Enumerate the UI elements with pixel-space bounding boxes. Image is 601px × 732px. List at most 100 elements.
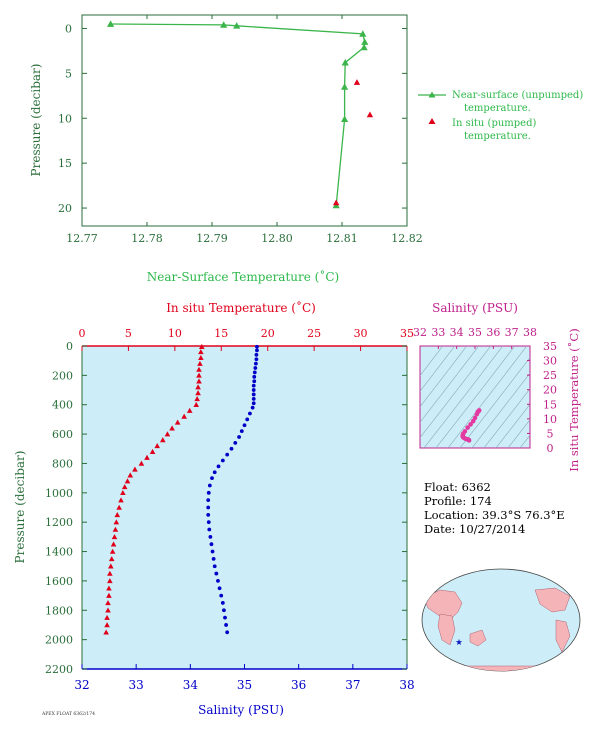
salinity-series <box>206 344 259 635</box>
temperature-point <box>107 578 113 584</box>
salinity-point <box>225 452 230 457</box>
salinity-point <box>251 392 256 397</box>
salinity-point <box>223 615 227 620</box>
temperature-point <box>164 431 171 437</box>
temperature-point <box>113 519 120 525</box>
in-situ-point <box>332 199 340 206</box>
temperature-point <box>186 407 193 413</box>
float-location-marker <box>455 638 463 645</box>
temperature-point <box>196 372 202 378</box>
temp-tick-label: 15 <box>214 327 228 340</box>
temperature-point <box>121 484 128 490</box>
salinity-point <box>254 357 259 362</box>
land-africa <box>437 613 456 646</box>
salinity-point <box>224 623 228 627</box>
salinity-point <box>255 348 259 353</box>
ts-points <box>460 408 482 443</box>
salinity-point <box>252 379 257 384</box>
ts-sal-tick-label: 36 <box>486 326 500 339</box>
salinity-point <box>252 370 257 375</box>
density-contour <box>420 346 444 377</box>
temperature-point <box>103 629 109 635</box>
salinity-point <box>207 527 212 532</box>
salinity-point <box>253 361 258 366</box>
density-contour <box>420 346 456 392</box>
location: Location: 39.3°S 76.3°E <box>424 508 565 522</box>
footer-text: APEX FLOAT 6362/174 <box>41 711 95 717</box>
land-australia <box>469 629 487 647</box>
pressure-tick-label: 0 <box>66 340 73 353</box>
temperature-point <box>138 460 145 466</box>
ts-temp-tick-label: 35 <box>543 340 557 353</box>
ts-sal-tick-label: 38 <box>523 326 537 339</box>
temperature-point <box>107 563 114 569</box>
temperature-point <box>110 541 117 547</box>
pressure-tick-label: 1200 <box>45 516 73 529</box>
ts-frame <box>419 345 531 449</box>
sal-tick-label: 33 <box>129 678 144 692</box>
temp-tick-label: 10 <box>168 327 182 340</box>
sal-tick-label: 32 <box>74 678 89 692</box>
salinity-point <box>206 498 211 503</box>
ts-point <box>465 425 470 430</box>
temperature-point <box>108 556 115 562</box>
x-tick-label: 12.77 <box>66 232 98 245</box>
salinity-point <box>210 476 214 481</box>
ts-temp-tick-label: 15 <box>543 398 557 411</box>
legend-triangle-red <box>428 118 436 124</box>
ts-point <box>474 411 480 417</box>
density-contour <box>471 372 530 448</box>
salinity-point <box>211 556 216 561</box>
salinity-point <box>212 564 217 569</box>
near-surface-point <box>107 20 115 27</box>
pressure-tick-label: 400 <box>52 399 73 412</box>
salinity-point <box>207 483 212 488</box>
ts-sal-tick-label: 37 <box>505 326 519 339</box>
salinity-point <box>206 512 211 517</box>
plot-frame <box>81 14 408 227</box>
density-contour <box>447 346 528 448</box>
legend-entry: temperature. <box>464 131 531 142</box>
density-contour <box>495 403 530 448</box>
temperature-point <box>159 437 166 443</box>
salinity-point <box>250 405 255 410</box>
salinity-point <box>251 383 256 388</box>
temp-tick-label: 20 <box>261 327 275 340</box>
density-contour <box>528 326 601 468</box>
temperature-point <box>195 384 201 390</box>
y-axis-label: Pressure (decibar) <box>13 451 27 564</box>
pressure-tick-label: 1400 <box>45 546 73 559</box>
top-x-axis-label: In situ Temperature (˚C) <box>166 300 316 315</box>
density-contour <box>483 388 530 448</box>
ts-temp-tick-label: 20 <box>543 384 557 397</box>
salinity-point <box>208 534 213 539</box>
sal-tick-label: 35 <box>237 678 252 692</box>
sal-tick-label: 37 <box>345 678 360 692</box>
salinity-point <box>248 411 252 416</box>
near-surface-point <box>341 115 349 123</box>
salinity-point <box>253 366 258 370</box>
near-surface-point <box>220 21 228 28</box>
ts-sal-tick-label: 34 <box>450 326 464 339</box>
temperature-point <box>109 548 116 554</box>
legend-triangle-green <box>428 91 436 98</box>
salinity-tick-labels: 32 33 34 35 36 37 38 <box>74 664 415 692</box>
salinity-point <box>251 396 256 401</box>
legend-entry: temperature. <box>464 103 531 114</box>
near-surface-point <box>341 58 349 66</box>
in-situ-point <box>353 79 361 85</box>
ts-sal-tick-label: 35 <box>468 326 482 339</box>
x-axis-label: Near-Surface Temperature (˚C) <box>147 269 339 284</box>
land-south-america <box>555 619 571 653</box>
temp-tick-label: 0 <box>79 327 86 340</box>
temperature-point <box>116 504 122 510</box>
pressure-tick-label: 2000 <box>45 634 73 647</box>
data-series <box>107 20 374 209</box>
sal-tick-label: 36 <box>291 678 306 692</box>
temperature-point <box>112 526 119 532</box>
temperature-tick-labels: 0 5 10 15 20 25 30 35 <box>79 327 414 351</box>
salinity-point <box>239 429 244 434</box>
temperature-point <box>118 497 124 503</box>
salinity-point <box>252 374 257 379</box>
near-surface-temperature-chart: 12.77 12.78 12.79 12.80 12.81 12.82 05101520 … <box>29 14 583 284</box>
